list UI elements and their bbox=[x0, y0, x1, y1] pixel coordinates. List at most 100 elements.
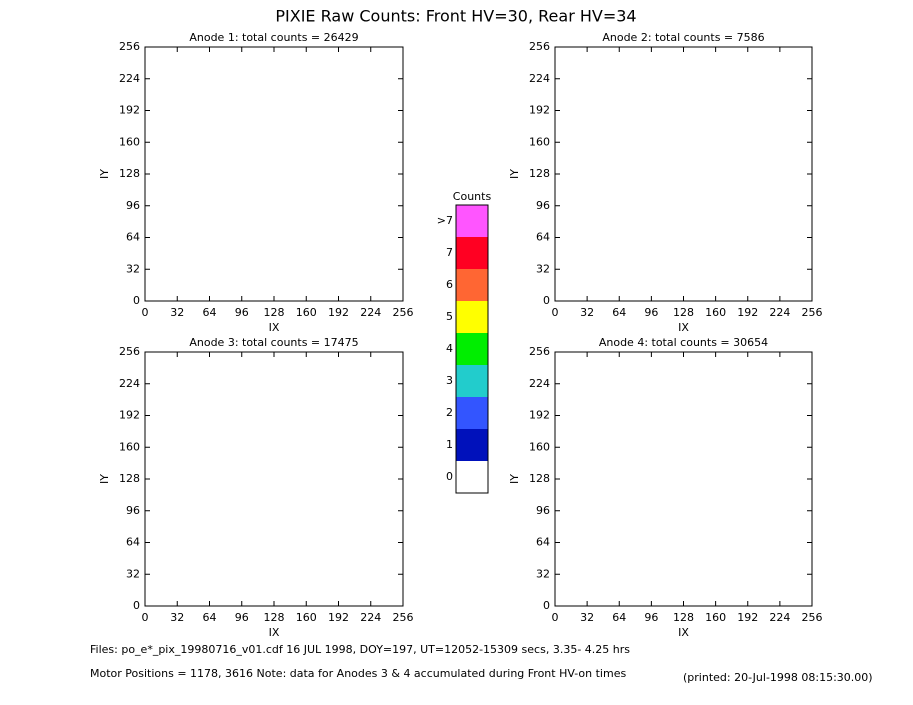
colorbar-label: >7 bbox=[437, 214, 453, 227]
colorbar-label: 3 bbox=[446, 374, 453, 387]
color-cell bbox=[456, 269, 488, 301]
colorbar-title: Counts bbox=[453, 190, 492, 203]
y-tick-label: 96 bbox=[536, 199, 550, 212]
y-tick-label: 192 bbox=[529, 409, 550, 422]
x-tick-label: 64 bbox=[203, 306, 217, 319]
plot-frame bbox=[554, 351, 813, 607]
x-axis-label: IX bbox=[678, 626, 689, 639]
x-tick-label: 224 bbox=[769, 611, 790, 624]
x-tick-label: 256 bbox=[802, 306, 823, 319]
x-axis-label: IX bbox=[269, 626, 280, 639]
x-tick-label: 0 bbox=[552, 306, 559, 319]
x-tick-label: 96 bbox=[235, 611, 249, 624]
y-tick-label: 192 bbox=[529, 104, 550, 117]
footer-motor: Motor Positions = 1178, 3616 Note: data … bbox=[90, 667, 626, 680]
x-tick-label: 0 bbox=[142, 306, 149, 319]
y-tick-label: 96 bbox=[536, 504, 550, 517]
y-tick-label: 0 bbox=[133, 294, 140, 307]
x-tick-label: 256 bbox=[802, 611, 823, 624]
color-cell bbox=[456, 237, 488, 269]
x-tick-label: 32 bbox=[580, 306, 594, 319]
color-cell bbox=[456, 205, 488, 237]
colorbar-frame bbox=[455, 204, 489, 494]
y-tick-label: 256 bbox=[529, 40, 550, 53]
x-tick-label: 224 bbox=[769, 306, 790, 319]
y-tick-label: 160 bbox=[529, 440, 550, 453]
x-tick-label: 96 bbox=[235, 306, 249, 319]
x-tick-label: 0 bbox=[142, 611, 149, 624]
y-axis-label: IY bbox=[98, 474, 111, 484]
colorbar-label: 6 bbox=[446, 278, 453, 291]
footer-files: Files: po_e*_pix_19980716_v01.cdf 16 JUL… bbox=[90, 643, 630, 656]
plot-frame bbox=[144, 46, 404, 302]
y-tick-label: 160 bbox=[119, 440, 140, 453]
x-tick-label: 224 bbox=[360, 611, 381, 624]
y-tick-label: 32 bbox=[126, 567, 140, 580]
y-tick-label: 128 bbox=[119, 167, 140, 180]
y-tick-label: 224 bbox=[529, 72, 550, 85]
x-tick-label: 128 bbox=[264, 306, 285, 319]
x-tick-label: 32 bbox=[170, 306, 184, 319]
x-tick-label: 96 bbox=[644, 611, 658, 624]
x-tick-label: 128 bbox=[673, 306, 694, 319]
panel-title: Anode 2: total counts = 7586 bbox=[602, 31, 764, 44]
y-tick-label: 0 bbox=[543, 599, 550, 612]
x-axis-label: IX bbox=[269, 321, 280, 334]
colorbar-label: 2 bbox=[446, 406, 453, 419]
y-tick-label: 32 bbox=[536, 567, 550, 580]
color-cell bbox=[456, 429, 488, 461]
x-tick-label: 160 bbox=[296, 611, 317, 624]
plot-frame bbox=[144, 351, 404, 607]
y-tick-label: 0 bbox=[543, 294, 550, 307]
plot-frame bbox=[554, 46, 813, 302]
y-tick-label: 128 bbox=[529, 167, 550, 180]
y-tick-label: 64 bbox=[536, 536, 550, 549]
colorbar-label: 0 bbox=[446, 470, 453, 483]
x-tick-label: 160 bbox=[296, 306, 317, 319]
y-tick-label: 256 bbox=[119, 345, 140, 358]
y-tick-label: 64 bbox=[536, 231, 550, 244]
y-tick-label: 192 bbox=[119, 104, 140, 117]
x-tick-label: 64 bbox=[203, 611, 217, 624]
y-tick-label: 256 bbox=[119, 40, 140, 53]
x-tick-label: 192 bbox=[737, 611, 758, 624]
y-tick-label: 128 bbox=[529, 472, 550, 485]
y-tick-label: 128 bbox=[119, 472, 140, 485]
footer-printed: (printed: 20-Jul-1998 08:15:30.00) bbox=[683, 671, 873, 684]
y-tick-label: 64 bbox=[126, 536, 140, 549]
x-tick-label: 32 bbox=[580, 611, 594, 624]
y-tick-label: 160 bbox=[119, 135, 140, 148]
y-tick-label: 256 bbox=[529, 345, 550, 358]
color-cell bbox=[456, 461, 488, 493]
y-tick-label: 96 bbox=[126, 199, 140, 212]
panel-title: Anode 1: total counts = 26429 bbox=[189, 31, 358, 44]
y-axis-label: IY bbox=[508, 169, 521, 179]
x-tick-label: 128 bbox=[673, 611, 694, 624]
color-cell bbox=[456, 333, 488, 365]
y-tick-label: 32 bbox=[126, 262, 140, 275]
color-cell bbox=[456, 365, 488, 397]
panel-title: Anode 3: total counts = 17475 bbox=[189, 336, 358, 349]
x-tick-label: 192 bbox=[328, 611, 349, 624]
x-axis-label: IX bbox=[678, 321, 689, 334]
y-axis-label: IY bbox=[98, 169, 111, 179]
x-tick-label: 0 bbox=[552, 611, 559, 624]
x-tick-label: 96 bbox=[644, 306, 658, 319]
x-tick-label: 64 bbox=[612, 306, 626, 319]
y-tick-label: 96 bbox=[126, 504, 140, 517]
y-tick-label: 192 bbox=[119, 409, 140, 422]
x-tick-label: 32 bbox=[170, 611, 184, 624]
colorbar-label: 4 bbox=[446, 342, 453, 355]
y-tick-label: 0 bbox=[133, 599, 140, 612]
colorbar-label: 5 bbox=[446, 310, 453, 323]
y-tick-label: 224 bbox=[119, 377, 140, 390]
colorbar-label: 7 bbox=[446, 246, 453, 259]
x-tick-label: 256 bbox=[393, 306, 414, 319]
x-tick-label: 224 bbox=[360, 306, 381, 319]
x-tick-label: 160 bbox=[705, 611, 726, 624]
color-cell bbox=[456, 301, 488, 333]
x-tick-label: 64 bbox=[612, 611, 626, 624]
y-tick-label: 224 bbox=[529, 377, 550, 390]
y-axis-label: IY bbox=[508, 474, 521, 484]
